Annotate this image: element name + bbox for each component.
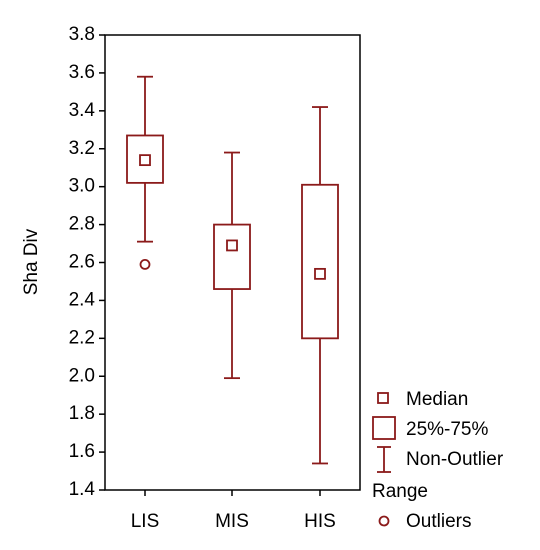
legend-label: Outliers [406,511,471,532]
median [139,154,151,167]
box [126,134,164,184]
legend-label: Median [406,389,468,410]
median [314,267,326,280]
legend-median-icon [377,392,389,404]
y-tick-label: 1.6 [69,441,95,462]
y-tick-label: 3.8 [69,24,95,45]
y-tick-label: 3.4 [69,100,96,121]
x-tick-label: HIS [304,511,336,532]
y-tick-label: 3.0 [69,176,95,197]
legend-label: 25%-75% [406,419,488,440]
y-tick-label: 2.0 [69,365,95,386]
legend-label: Non-Outlier [406,449,504,470]
legend-box-icon [372,416,396,440]
plot-frame [104,34,361,491]
legend-outlier-icon [378,515,390,527]
legend-label: Range [372,481,428,502]
y-tick-label: 1.4 [69,479,96,500]
y-tick-label: 3.6 [69,62,95,83]
y-tick-label: 3.2 [69,138,95,159]
y-axis-label: Sha Div [21,228,42,295]
box [301,183,339,340]
y-tick-label: 1.8 [69,403,95,424]
y-tick-label: 2.4 [69,289,96,310]
outlier [139,258,151,270]
y-tick-label: 2.2 [69,327,95,348]
y-tick-label: 2.8 [69,214,95,235]
box [213,223,251,290]
y-tick-label: 2.6 [69,252,95,273]
median [226,239,238,252]
x-tick-label: MIS [215,511,249,532]
x-tick-label: LIS [131,511,160,532]
